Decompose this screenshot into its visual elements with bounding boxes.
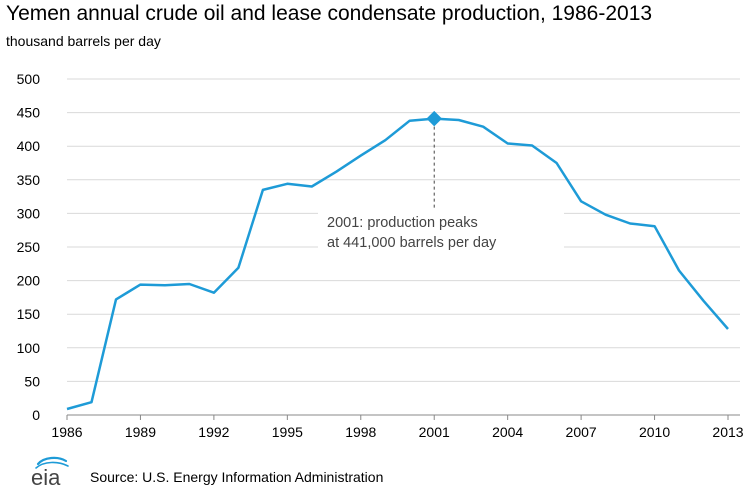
svg-text:eia: eia [31,465,61,487]
y-axis-ticks: 0 50 100 150 200 250 300 350 400 450 500 [17,71,41,423]
y-tick-label: 300 [17,205,41,221]
x-tick-label: 2010 [639,424,670,440]
chart-title: Yemen annual crude oil and lease condens… [6,2,653,25]
x-tick-label: 2001 [419,424,450,440]
x-tick-label: 1989 [125,424,156,440]
x-axis-ticks: 1986 1989 1992 1995 1998 2001 2004 2007 2010 2013 [51,415,744,440]
y-tick-label: 150 [17,306,41,322]
y-tick-label: 400 [17,138,41,154]
y-tick-label: 0 [32,407,40,423]
x-tick-label: 1986 [51,424,82,440]
y-tick-label: 350 [17,172,41,188]
y-tick-label: 450 [17,105,41,121]
y-tick-label: 200 [17,273,41,289]
y-axis-units-label: thousand barrels per day [6,33,161,49]
x-tick-label: 2013 [712,424,743,440]
y-tick-label: 50 [24,373,40,389]
peak-marker [426,110,443,127]
x-tick-label: 1992 [198,424,229,440]
annotation-background [318,208,564,252]
grid-lines [67,78,740,382]
y-tick-label: 100 [17,340,41,356]
y-tick-label: 500 [17,71,41,87]
annotation-text-line-1: 2001: production peaks [327,215,478,231]
y-tick-label: 250 [17,239,41,255]
annotation-text-line-2: at 441,000 barrels per day [327,235,497,251]
x-tick-label: 1995 [272,424,303,440]
x-tick-label: 1998 [345,424,376,440]
production-series-line [66,117,729,411]
x-tick-label: 2004 [492,424,523,440]
x-tick-label: 2007 [566,424,597,440]
source-note: Source: U.S. Energy Information Administ… [90,469,384,485]
eia-logo: eia [31,456,69,487]
